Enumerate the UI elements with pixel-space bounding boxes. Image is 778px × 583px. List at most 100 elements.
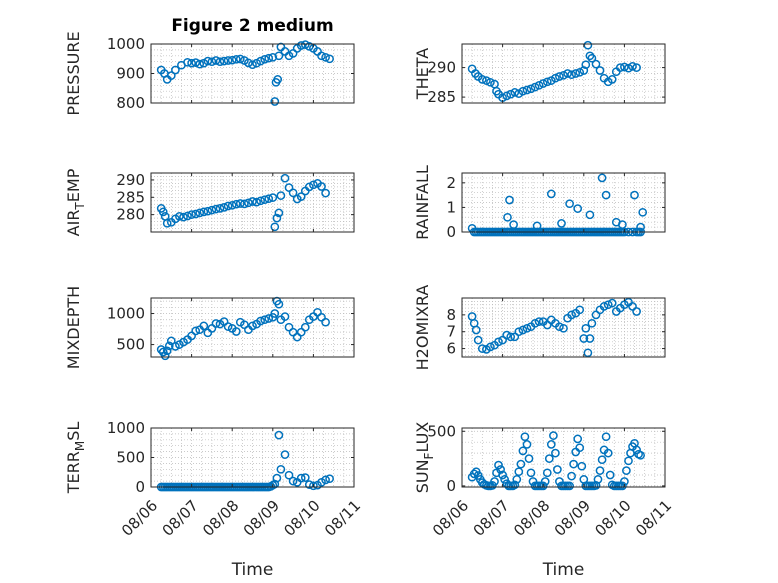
data-point [567, 310, 576, 320]
axes-frame [461, 427, 666, 488]
data-point [512, 475, 522, 484]
data-point [270, 97, 280, 106]
y-axis-label: AIRTEMP [64, 168, 87, 236]
series-markers [156, 40, 334, 106]
data-point [559, 70, 568, 80]
data-point [628, 62, 637, 71]
data-point [264, 53, 274, 63]
data-point [264, 314, 274, 323]
data-point [555, 72, 564, 81]
data-point [260, 315, 270, 325]
data-point [585, 51, 595, 61]
y-axis-label: RAINFALL [413, 165, 432, 240]
data-point [215, 204, 225, 213]
y-tick-label: 1000 [107, 35, 145, 53]
y-axis-label-subscript: T [73, 202, 87, 211]
y-axis-label-main: SUN [413, 459, 432, 493]
data-point [510, 88, 520, 97]
y-tick-label: 1000 [107, 305, 145, 323]
data-point [514, 327, 524, 337]
data-point [636, 450, 645, 460]
data-point [274, 208, 284, 218]
data-point [559, 323, 568, 333]
y-tick-label: 290 [116, 171, 145, 189]
data-point [300, 473, 310, 482]
y-tick-label: 2 [446, 174, 456, 192]
y-axis-label-main: RAINFALL [413, 165, 432, 240]
data-point [296, 192, 306, 201]
data-point [526, 468, 536, 478]
data-point [284, 470, 294, 480]
data-point [235, 54, 245, 64]
data-point [223, 322, 233, 331]
data-point [490, 477, 499, 486]
data-point [522, 440, 532, 449]
y-tick-label: 0 [446, 223, 456, 241]
y-tick-label: 800 [116, 94, 145, 112]
data-point [567, 70, 576, 80]
y-tick-label: 290 [427, 59, 456, 77]
data-point [603, 448, 613, 458]
data-point [191, 58, 201, 67]
data-point [211, 56, 221, 65]
data-point [502, 91, 512, 101]
data-point [321, 188, 330, 198]
data-point [309, 481, 318, 491]
data-point [575, 443, 585, 453]
data-point [248, 197, 257, 206]
data-point [175, 212, 184, 221]
data-point [199, 207, 209, 217]
data-point [632, 307, 641, 316]
y-axis-label: SUNFLUX [413, 422, 436, 494]
data-point [573, 204, 583, 213]
y-tick-label: 7 [446, 323, 456, 341]
data-point [605, 470, 615, 480]
data-point [203, 206, 213, 216]
data-point [280, 450, 290, 459]
data-point [207, 57, 217, 67]
data-point [179, 212, 188, 222]
data-point [551, 73, 560, 83]
data-point [587, 318, 597, 328]
series-markers [156, 296, 330, 361]
y-tick-label: 0 [446, 477, 456, 495]
data-point [516, 459, 526, 469]
y-tick-label: 8 [446, 306, 456, 324]
data-point [191, 326, 201, 336]
data-point [534, 317, 544, 326]
data-point [502, 330, 512, 340]
data-point [288, 188, 298, 198]
data-point [638, 207, 648, 217]
y-tick-label: 500 [427, 422, 456, 440]
data-point [520, 432, 530, 442]
data-point [551, 448, 560, 458]
data-point [264, 194, 274, 204]
data-point [565, 481, 574, 491]
data-point [280, 173, 290, 183]
data-point [591, 59, 601, 69]
data-point [615, 63, 625, 72]
data-point [211, 204, 221, 214]
data-point [158, 207, 168, 217]
x-axis-label: Time [231, 560, 274, 580]
series-markers [467, 297, 641, 358]
data-point [601, 432, 611, 442]
data-point [636, 222, 645, 232]
data-point [624, 456, 633, 466]
subplot-4: 0 1 2 RAINFALL [413, 165, 666, 241]
grid-lines [150, 298, 355, 358]
data-point [325, 54, 334, 64]
data-point [473, 335, 483, 345]
y-axis-label-suffix: SL [64, 422, 83, 441]
data-point [471, 325, 481, 335]
data-point [317, 182, 326, 191]
data-point [273, 75, 283, 84]
data-point [518, 86, 528, 96]
data-point [522, 323, 532, 333]
data-point [538, 481, 548, 491]
data-point [583, 40, 593, 50]
data-point [518, 446, 528, 456]
data-point [171, 65, 180, 75]
data-point [575, 305, 585, 315]
data-point [538, 79, 548, 88]
